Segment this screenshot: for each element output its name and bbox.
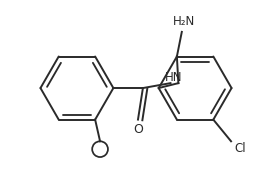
- Text: Cl: Cl: [234, 142, 246, 155]
- Text: H₂N: H₂N: [173, 15, 195, 28]
- Text: HN: HN: [165, 71, 182, 84]
- Text: O: O: [133, 123, 143, 136]
